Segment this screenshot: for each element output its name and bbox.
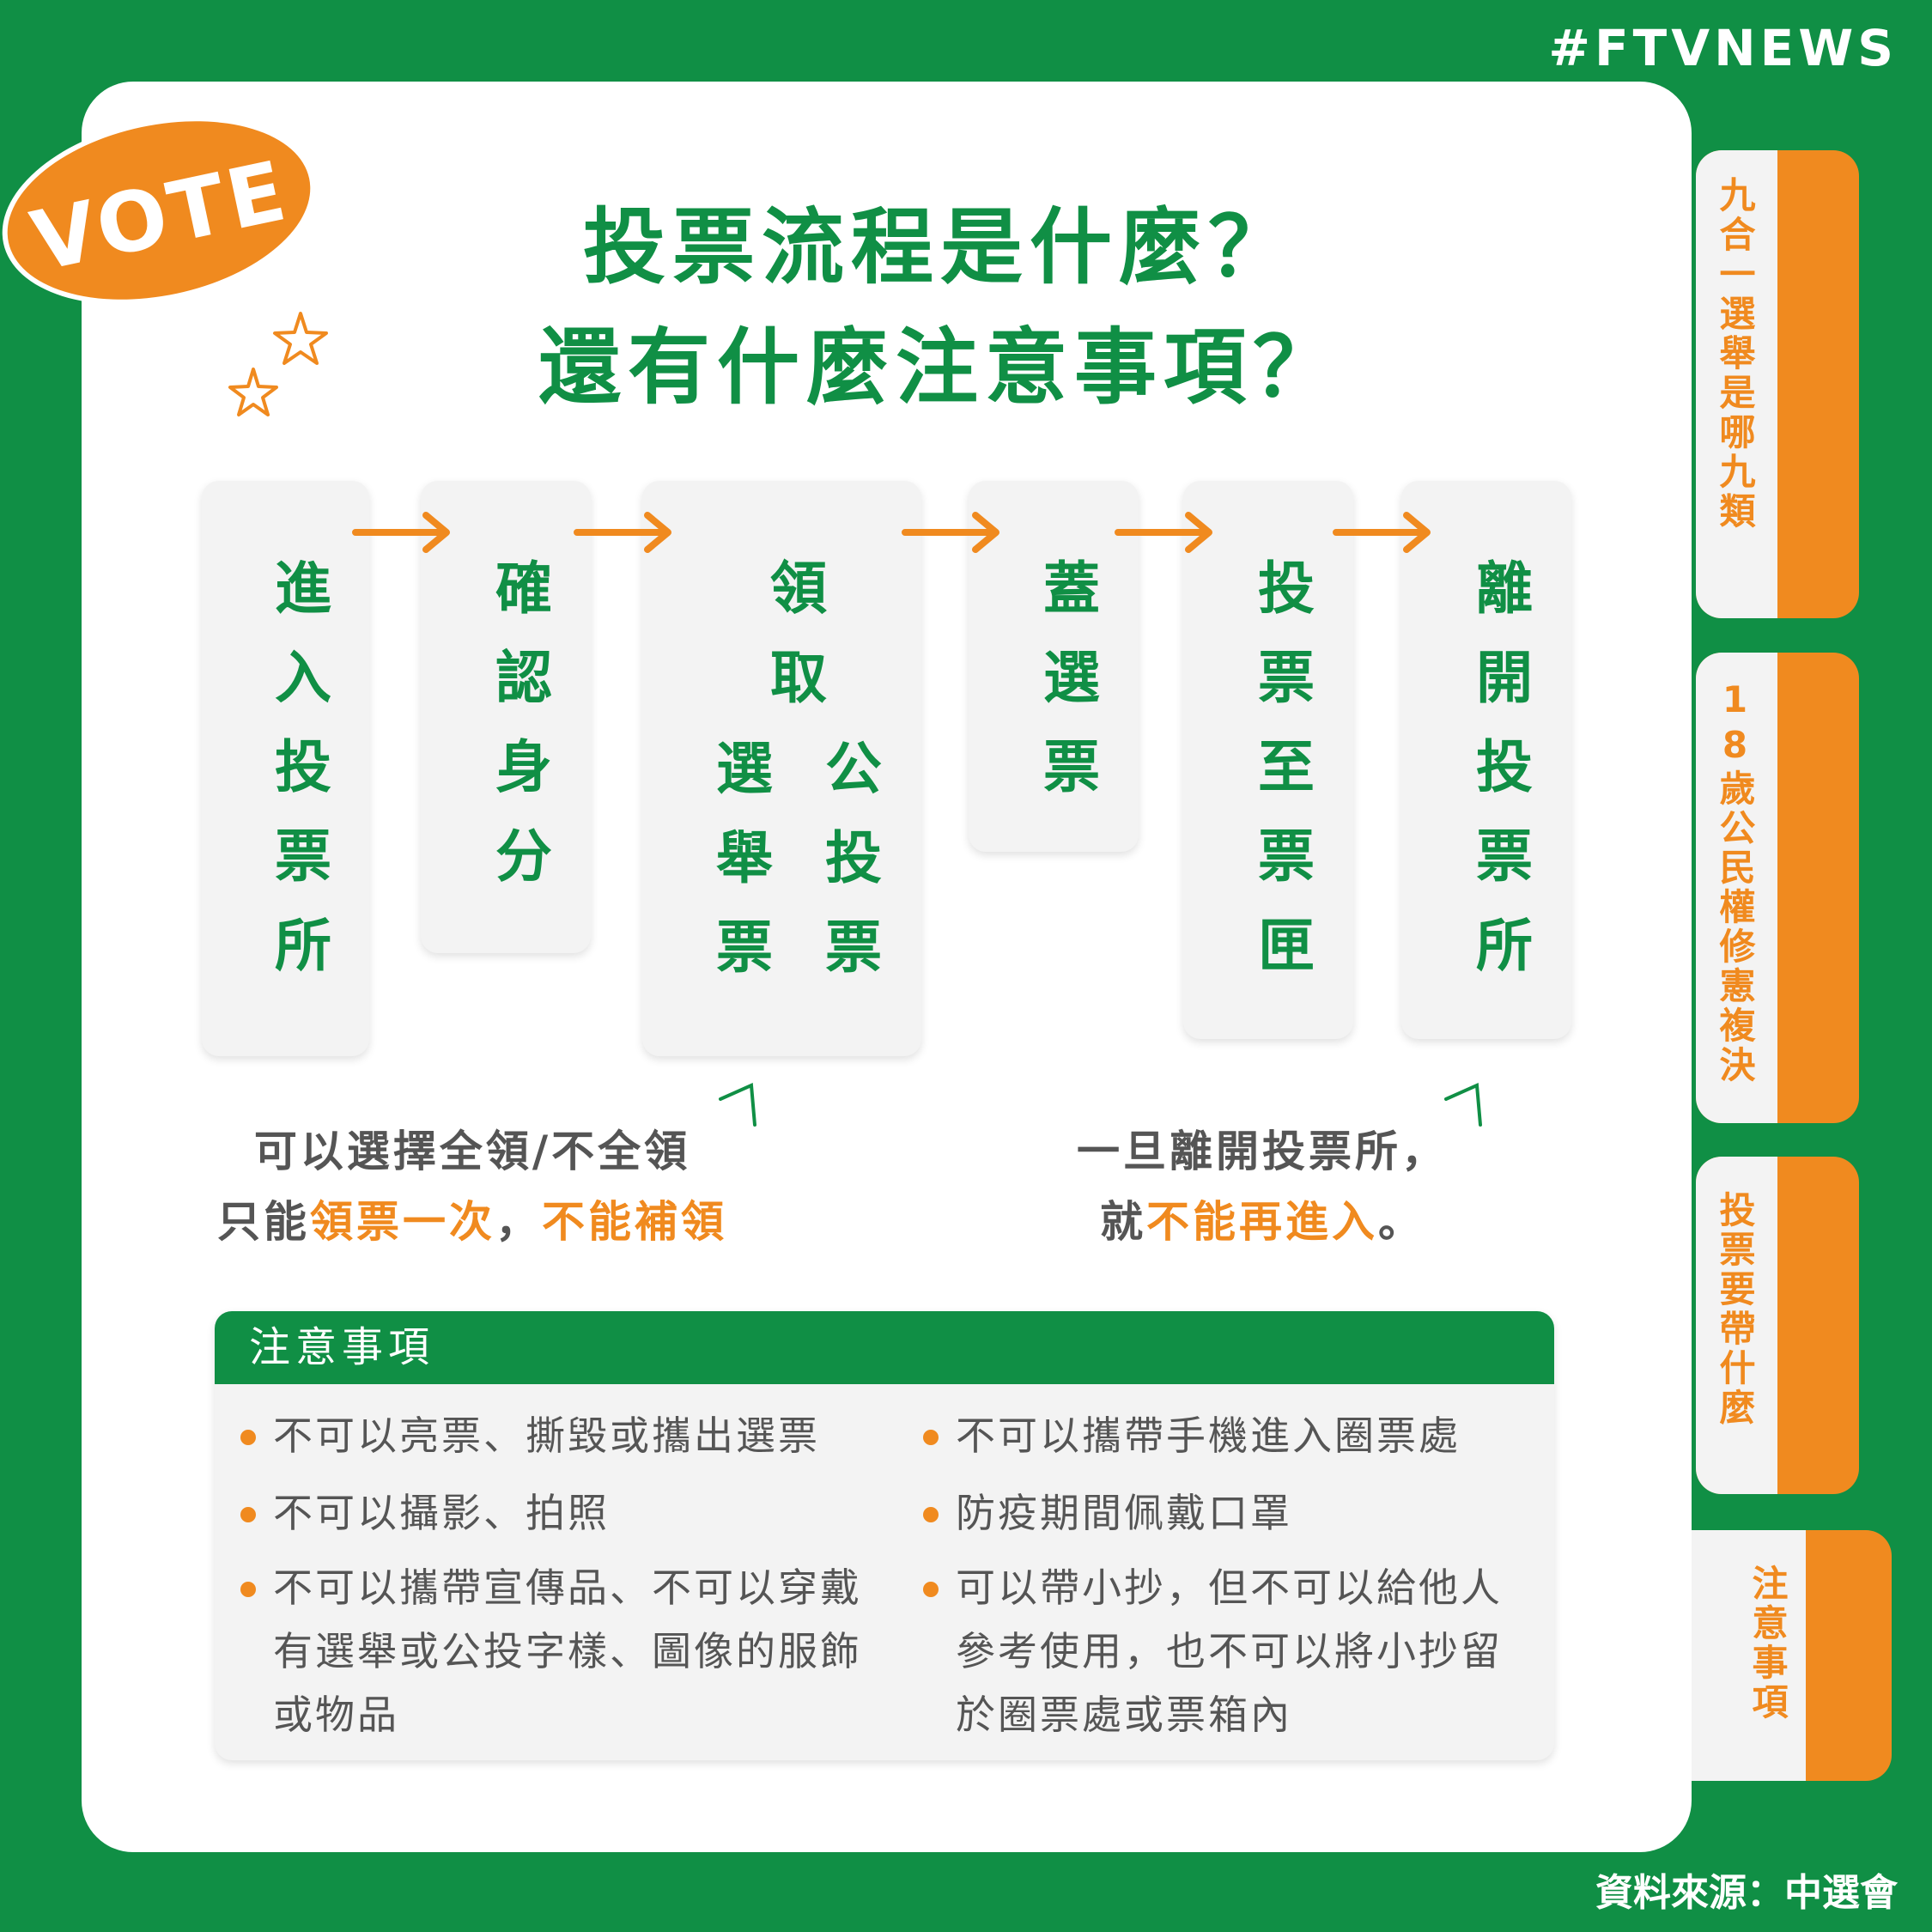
arrow-right-icon xyxy=(574,512,671,553)
note-line: 只能領票一次，不能補領 xyxy=(163,1187,781,1257)
note-line: 就不能再進入。 xyxy=(1048,1187,1477,1257)
step-label: 確認身分 xyxy=(486,558,552,915)
precaution-item: 不可以攜帶宣傳品、不可以穿戴有選舉或公投字樣、圖像的服飾或物品 xyxy=(240,1556,893,1747)
note-text: 只能 xyxy=(217,1197,310,1247)
star-doodle-icon xyxy=(228,312,328,416)
page-title-line2: 還有什麼注意事項？ xyxy=(538,319,1342,416)
data-source: 資料來源：中選會 xyxy=(1595,1871,1898,1915)
note-line: 可以選擇全領/不全領 xyxy=(253,1127,691,1176)
precaution-item: 不可以亮票、撕毀或攜出選票 xyxy=(240,1404,893,1467)
bullet-icon xyxy=(240,1430,256,1445)
note-highlight: 領票一次 xyxy=(310,1197,495,1247)
step-stamp-ballot: 蓋選票 xyxy=(969,481,1139,852)
step-label: 離開投票所 xyxy=(1467,558,1533,1005)
precaution-text: 不可以亮票、撕毀或攜出選票 xyxy=(273,1413,820,1459)
page-title-line1: 投票流程是什麼？ xyxy=(583,199,1297,295)
side-tab-18-citizenship[interactable]: 18歲公民權修憲複決 xyxy=(1696,653,1859,1123)
step-label: 投票至票匣 xyxy=(1249,558,1315,1005)
step-leave-polling-station: 離開投票所 xyxy=(1401,481,1571,1039)
arrow-right-icon xyxy=(1115,512,1212,553)
arrow-right-icon xyxy=(352,512,450,553)
side-tab-label: 投票要帶什麼 xyxy=(1714,1191,1756,1428)
note-line: 一旦離開投票所， xyxy=(1077,1127,1448,1176)
precaution-item: 不可以攝影、拍照 xyxy=(240,1481,893,1545)
precaution-item: 可以帶小抄，但不可以給他人參考使用，也不可以將小抄留於圈票處或票箱內 xyxy=(923,1556,1537,1747)
side-tab-label: 注意事項 xyxy=(1747,1564,1789,1722)
side-tab-nine-elections[interactable]: 九合一選舉是哪九類 xyxy=(1696,150,1859,618)
side-tab-label: 九合一選舉是哪九類 xyxy=(1714,176,1756,532)
brand-hashtag: #FTVNEWS xyxy=(1548,19,1898,77)
note-text: 。 xyxy=(1378,1197,1425,1247)
note-text: 就 xyxy=(1100,1197,1146,1247)
precaution-text: 防疫期間佩戴口罩 xyxy=(956,1490,1292,1536)
step-cast-into-box: 投票至票匣 xyxy=(1183,481,1353,1039)
bullet-icon xyxy=(240,1507,256,1522)
step-label: 進入投票所 xyxy=(265,558,331,1005)
bullet-icon xyxy=(923,1430,939,1445)
pointer-stroke-icon xyxy=(719,1083,756,1127)
note-text: ， xyxy=(495,1197,542,1247)
side-tab-label: 18歲公民權修憲複決 xyxy=(1714,678,1756,1085)
precaution-text: 不可以攜帶手機進入圈票處 xyxy=(956,1413,1461,1459)
precaution-text: 不可以攜帶宣傳品、不可以穿戴有選舉或公投字樣、圖像的服飾或物品 xyxy=(273,1564,862,1738)
pointer-stroke-icon xyxy=(1444,1083,1482,1127)
precaution-item: 防疫期間佩戴口罩 xyxy=(923,1481,1537,1545)
bullet-icon xyxy=(923,1582,939,1597)
step-enter-polling-station: 進入投票所 xyxy=(202,481,369,1056)
bullet-icon xyxy=(240,1582,256,1597)
note-ballot-collection: 可以選擇全領/不全領 只能領票一次，不能補領 xyxy=(163,1116,781,1257)
step-collect-ballots: 領取 選舉票 公投票 xyxy=(642,481,921,1056)
note-leaving-station: 一旦離開投票所， 就不能再進入。 xyxy=(1048,1116,1477,1257)
arrow-right-icon xyxy=(902,512,999,553)
precautions-panel: 注意事項 不可以亮票、撕毀或攜出選票 不可以攝影、拍照 不可以攜帶宣傳品、不可以… xyxy=(215,1311,1554,1760)
precaution-text: 不可以攝影、拍照 xyxy=(273,1490,610,1536)
precautions-heading: 注意事項 xyxy=(215,1311,1554,1384)
step-collect-referendum-ballot: 公投票 xyxy=(816,738,882,1006)
precaution-text: 可以帶小抄，但不可以給他人參考使用，也不可以將小抄留於圈票處或票箱內 xyxy=(956,1564,1503,1738)
arrow-right-icon xyxy=(1333,512,1431,553)
note-highlight: 不能補領 xyxy=(542,1197,727,1247)
step-label: 領取 xyxy=(761,558,827,737)
step-label: 蓋選票 xyxy=(1034,558,1100,826)
precaution-item: 不可以攜帶手機進入圈票處 xyxy=(923,1404,1537,1467)
note-highlight: 不能再進入 xyxy=(1146,1197,1378,1247)
step-collect-election-ballot: 選舉票 xyxy=(707,738,773,1006)
side-tab-what-to-bring[interactable]: 投票要帶什麼 xyxy=(1696,1157,1859,1494)
step-confirm-identity: 確認身分 xyxy=(421,481,591,953)
bullet-icon xyxy=(923,1507,939,1522)
